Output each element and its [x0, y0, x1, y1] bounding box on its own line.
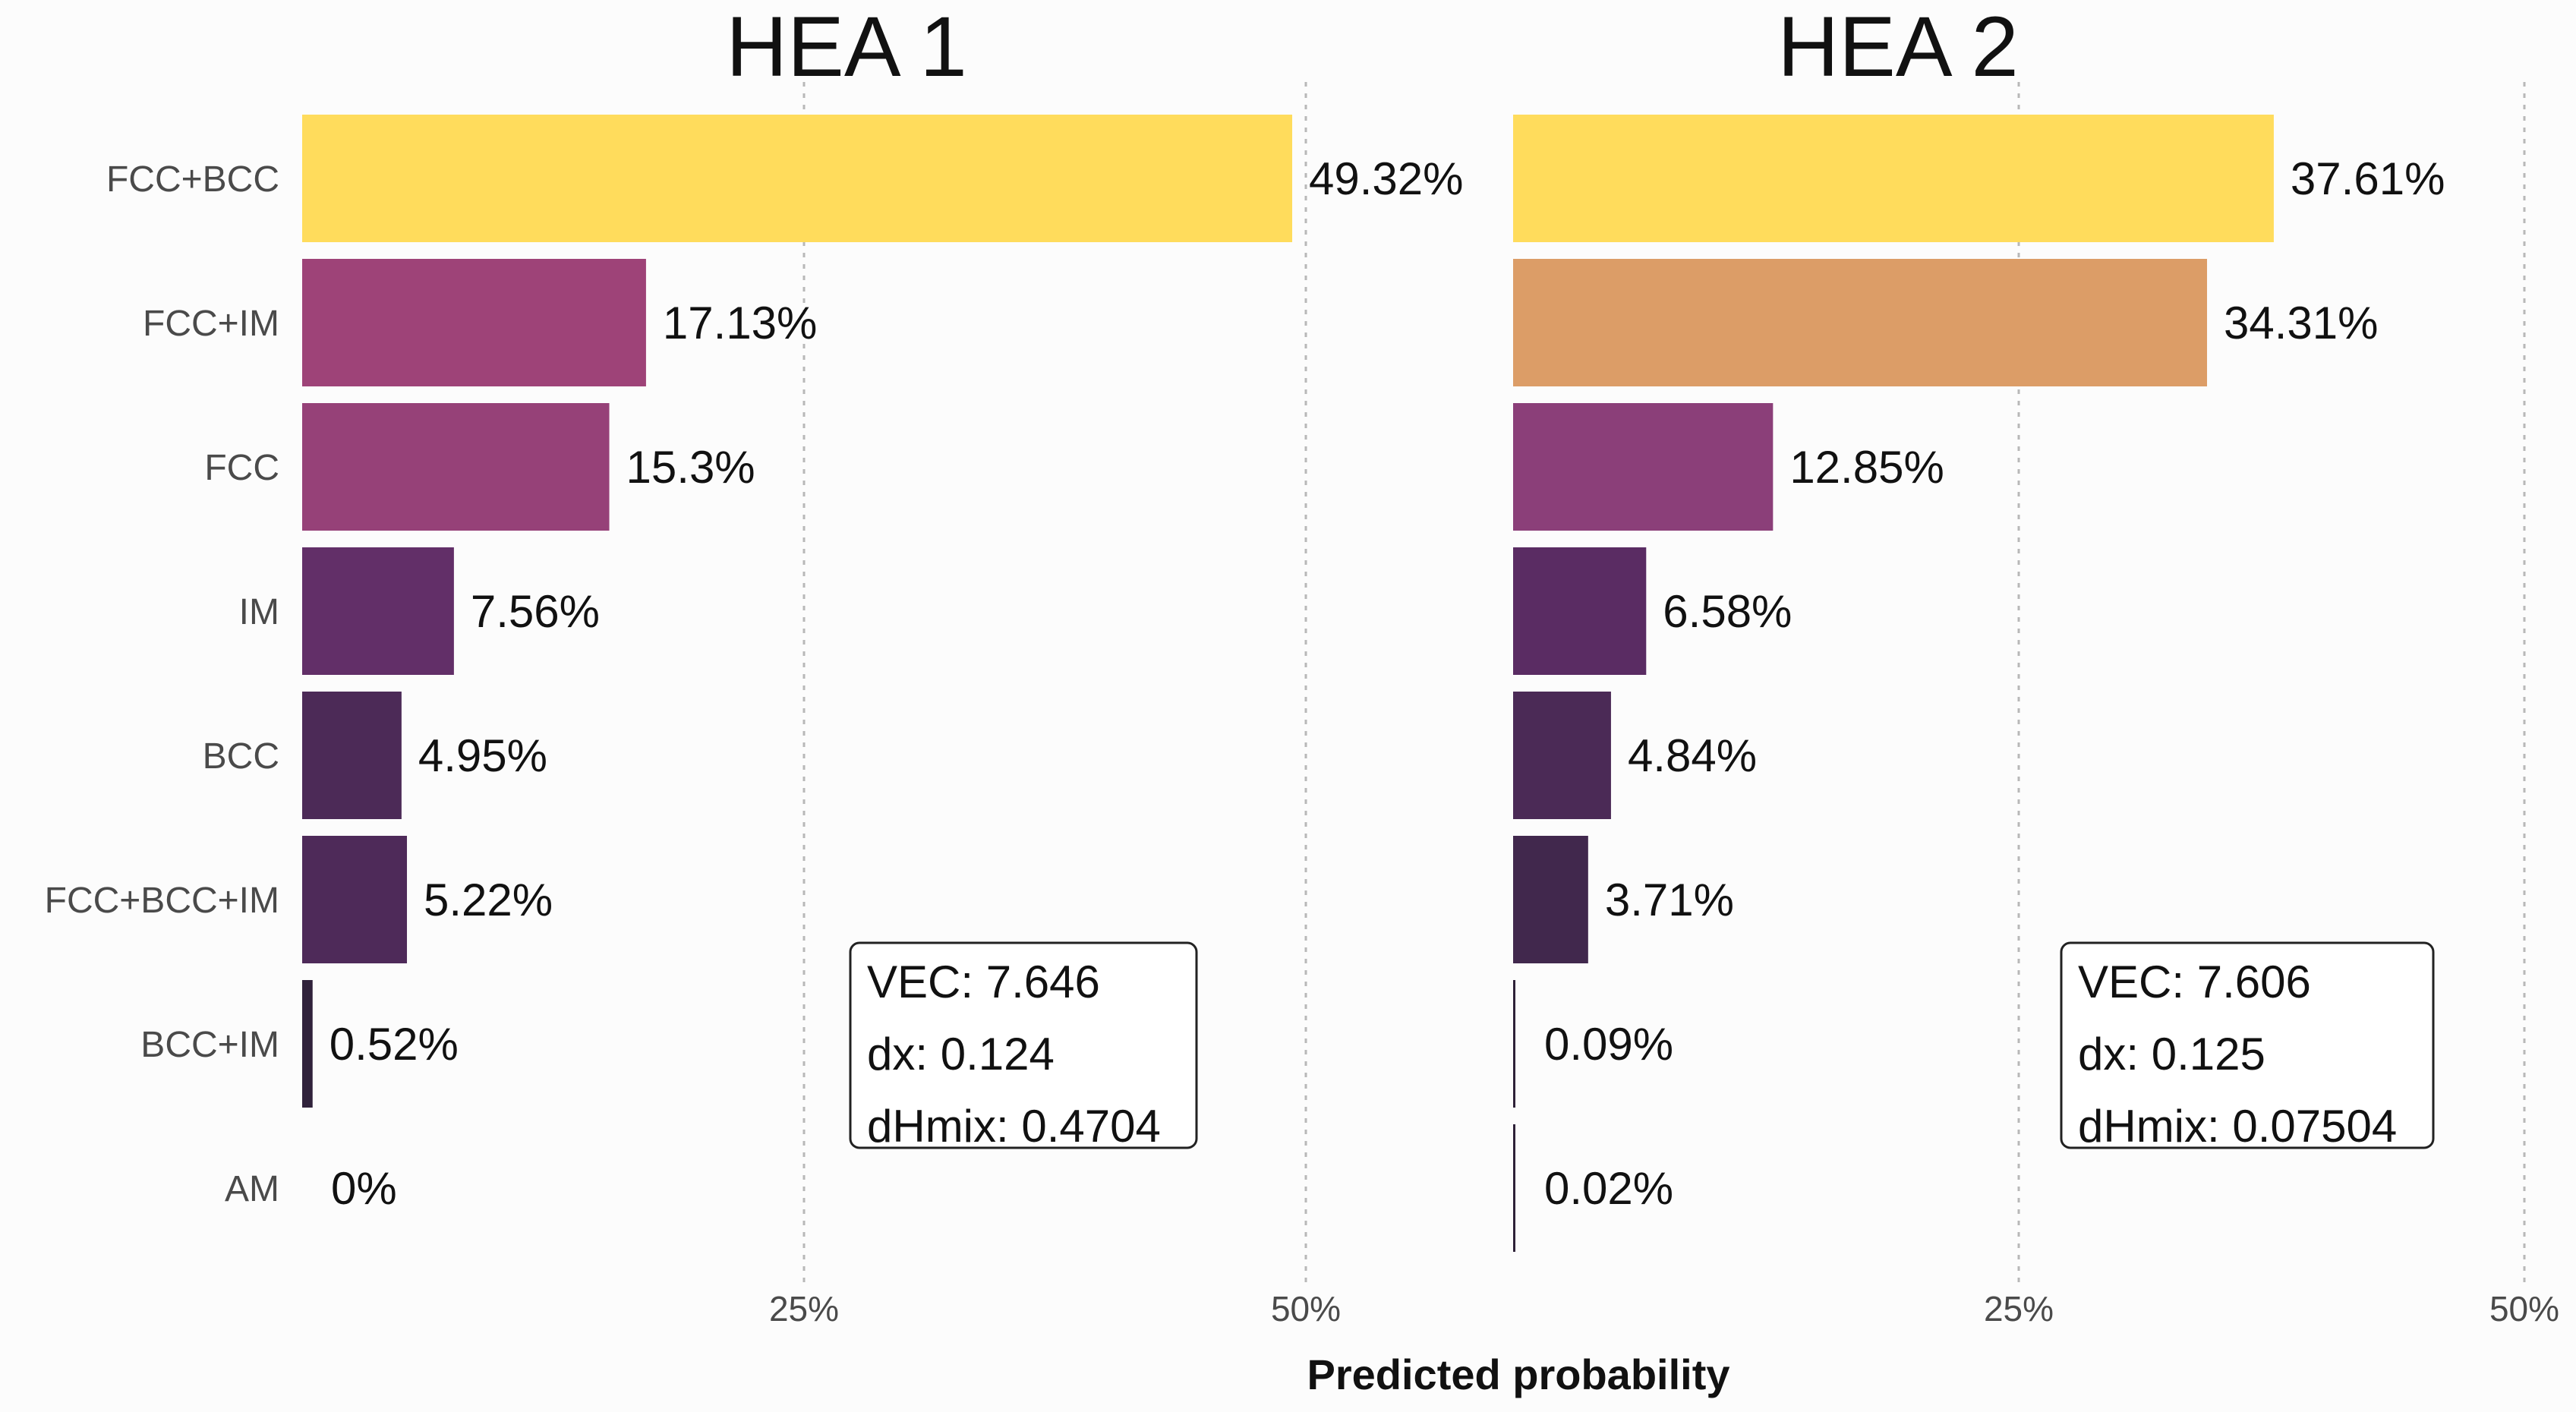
category-label-am: AM	[225, 1169, 279, 1209]
hea-1-value-label-bcc-im: 0.52%	[329, 1019, 459, 1070]
hea-1-value-label-fcc-im: 17.13%	[663, 298, 818, 348]
category-label-fcc: FCC	[204, 448, 279, 488]
hea-2-value-label-fcc-im: 34.31%	[2224, 298, 2379, 348]
hea-1-bar-fcc-im	[302, 259, 646, 386]
hea-1-value-label-fcc-bcc-im: 5.22%	[424, 875, 553, 925]
category-label-fcc-bcc-im: FCC+BCC+IM	[45, 881, 279, 921]
hea-2-annotation-line-1: VEC: 7.606	[2078, 957, 2311, 1007]
hea-2-annotation-line-3: dHmix: 0.07504	[2078, 1101, 2397, 1152]
hea-2-bar-bcc-im	[1513, 980, 1515, 1108]
hea-2-value-label-fcc-bcc: 37.61%	[2291, 153, 2445, 204]
category-label-bcc: BCC	[203, 736, 279, 777]
x-axis-title: Predicted probability	[1307, 1351, 1730, 1398]
hea-2-value-label-bcc-im: 0.09%	[1544, 1019, 1673, 1070]
hea-2-bar-bcc	[1513, 692, 1611, 819]
category-label-fcc-bcc: FCC+BCC	[106, 159, 279, 200]
hea-1-bar-bcc	[302, 692, 402, 819]
panel-hea-1: HEA 1 25% 50% FCC+BCC 49.32% FCC+IM 17.13% FCC…	[45, 0, 1464, 1328]
hea-1-value-label-bcc: 4.95%	[418, 730, 547, 781]
hea-1-annotation-line-3: dHmix: 0.4704	[867, 1101, 1161, 1152]
hea-2-bar-fcc-bcc-im	[1513, 836, 1588, 963]
hea-2-bar-am	[1513, 1124, 1515, 1252]
hea-1-value-label-am: 0%	[331, 1163, 397, 1214]
hea-2-annotation-box	[2060, 941, 2435, 1149]
hea-1-value-label-fcc: 15.3%	[626, 442, 755, 493]
hea-1-x-tick-label-50: 50%	[1271, 1289, 1341, 1328]
hea-1-annotation-line-1: VEC: 7.646	[867, 957, 1100, 1007]
hea-1-bar-fcc-bcc	[302, 115, 1293, 242]
hea-2-bar-fcc-bcc	[1513, 115, 2274, 242]
hea-2-value-label-bcc: 4.84%	[1628, 730, 1757, 781]
hea-1-value-label-im: 7.56%	[471, 586, 600, 637]
hea-1-annotation-box	[849, 941, 1198, 1149]
hea-2-bar-fcc	[1513, 403, 1774, 531]
hea-1-bar-bcc-im	[302, 980, 313, 1108]
hea-2-value-label-am: 0.02%	[1544, 1163, 1673, 1214]
category-label-im: IM	[239, 592, 279, 632]
hea-2-value-label-fcc: 12.85%	[1789, 442, 1944, 493]
category-label-fcc-im: FCC+IM	[143, 304, 279, 344]
hea-2-x-tick-label-25: 25%	[1984, 1289, 2054, 1328]
hea-1-bar-fcc	[302, 403, 610, 531]
hea-2-x-tick-label-50: 50%	[2489, 1289, 2559, 1328]
hea-1-bar-im	[302, 547, 454, 675]
hea-2-bar-im	[1513, 547, 1647, 675]
panel-title-hea-1: HEA 1	[726, 0, 967, 94]
hea-1-value-label-fcc-bcc: 49.32%	[1309, 153, 1464, 204]
panel-hea-2: HEA 2 25% 50% 37.61% 34.31% 12.85% 6.58% 4.84%…	[1513, 0, 2559, 1328]
panel-title-hea-2: HEA 2	[1777, 0, 2019, 94]
hea-1-x-tick-label-25: 25%	[769, 1289, 839, 1328]
hea-2-value-label-im: 6.58%	[1663, 586, 1792, 637]
category-label-bcc-im: BCC+IM	[140, 1025, 279, 1065]
hea-2-bar-fcc-im	[1513, 259, 2208, 386]
hea-2-value-label-fcc-bcc-im: 3.71%	[1605, 875, 1734, 925]
hea-1-annotation-line-2: dx: 0.124	[867, 1029, 1055, 1079]
hea-1-bar-fcc-bcc-im	[302, 836, 408, 963]
hea-2-annotation-line-2: dx: 0.125	[2078, 1029, 2265, 1079]
